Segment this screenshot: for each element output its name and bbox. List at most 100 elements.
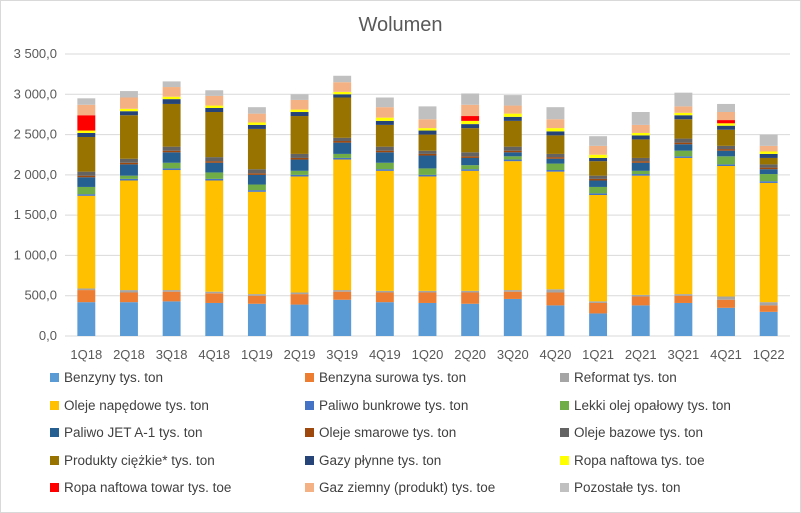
bar-segment: [333, 157, 352, 160]
bar-segment: [717, 129, 735, 146]
bar-segment: [162, 291, 181, 302]
bar-segment: [333, 142, 352, 154]
bar-segment: [290, 109, 309, 113]
legend-item: Benzyny tys. ton: [50, 370, 163, 385]
bar-segment: [77, 175, 96, 178]
bar-segment: [717, 296, 735, 300]
bar-segment: [503, 105, 522, 114]
bar-segment: [205, 112, 224, 158]
bar-segment: [631, 296, 650, 306]
legend-label: Gazy płynne tys. ton: [319, 452, 442, 468]
bar-segment: [546, 107, 565, 120]
bar-segment: [503, 150, 522, 153]
bar-segment: [503, 120, 522, 147]
bar-segment: [461, 165, 480, 170]
bar-segment: [759, 181, 778, 183]
bar-segment: [290, 116, 309, 154]
bar-segment: [503, 290, 522, 292]
bar-segment: [589, 186, 608, 194]
bar-segment: [461, 104, 480, 117]
bar-segment: [205, 90, 224, 96]
legend-item: Oleje smarowe tys. ton: [305, 425, 456, 440]
bar-segment: [162, 290, 181, 292]
legend-swatch: [305, 483, 314, 492]
bar-segment: [375, 302, 394, 336]
bar-segment: [120, 178, 138, 181]
bar-segment: [247, 184, 266, 191]
bar-segment: [162, 87, 181, 97]
bar-segment: [120, 108, 138, 112]
bar-segment: [717, 103, 735, 113]
bar-segment: [674, 294, 693, 296]
bar-segment: [77, 186, 96, 195]
bar-segment: [375, 162, 394, 170]
bar-segment: [674, 302, 693, 336]
bar-segment: [120, 290, 138, 293]
x-tick-label: 3Q19: [326, 347, 358, 362]
bar-segment: [418, 290, 437, 293]
bar-segment: [674, 157, 693, 295]
legend-label: Ropa naftowa tys. toe: [574, 452, 705, 468]
bar-segment: [120, 180, 138, 291]
bar-segment: [375, 97, 394, 108]
legend-label: Oleje bazowe tys. ton: [574, 425, 704, 440]
bar-segment: [418, 292, 437, 303]
legend-label: Gaz ziemny (produkt) tys. toe: [319, 480, 496, 495]
bar-segment: [631, 135, 650, 140]
bar-segment: [589, 154, 608, 158]
bar-segment: [717, 125, 735, 130]
bar-segment: [162, 146, 181, 151]
bar-segment: [503, 298, 522, 336]
bar-segment: [674, 142, 693, 145]
bar-segment: [77, 136, 96, 172]
bar-segment: [290, 159, 309, 171]
x-tick-label: 2Q21: [625, 347, 657, 362]
bar-segment: [503, 152, 522, 157]
bar-segment: [333, 137, 352, 142]
legend-label: Reformat tys. ton: [574, 370, 677, 385]
bar-segment: [247, 128, 266, 170]
bar-segment: [546, 292, 565, 306]
bar-segment: [120, 91, 138, 98]
bar-segment: [205, 162, 224, 173]
bar-segment: [717, 149, 735, 151]
bar-segment: [418, 150, 437, 154]
x-tick-label: 3Q21: [667, 347, 699, 362]
bar-segment: [674, 115, 693, 120]
legend-item: Produkty ciężkie* tys. ton: [50, 453, 215, 468]
legend-label: Pozostałe tys. ton: [574, 480, 681, 495]
bar-segment: [461, 169, 480, 171]
bar-segment: [120, 111, 138, 116]
x-tick-label: 2Q18: [113, 347, 145, 362]
bar-segment: [77, 177, 96, 187]
bar-segment: [205, 105, 224, 108]
bar-segment: [759, 305, 778, 312]
bar-segment: [375, 170, 394, 291]
bar-segment: [546, 171, 565, 290]
bar-segment: [503, 116, 522, 121]
bar-segment: [546, 157, 565, 159]
bar-segment: [333, 153, 352, 158]
bar-segment: [418, 168, 437, 175]
bar-segment: [759, 169, 778, 175]
bar-segment: [674, 156, 693, 158]
bar-segment: [333, 91, 352, 95]
bar-segment: [162, 99, 181, 104]
bar-segment: [162, 103, 181, 147]
x-tick-label: 1Q19: [241, 347, 273, 362]
bar-segment: [120, 158, 138, 163]
x-tick-label: 1Q21: [582, 347, 614, 362]
bar-segment: [461, 124, 480, 129]
bar-segment: [546, 163, 565, 171]
bar-segment: [333, 82, 352, 92]
bar-segment: [205, 157, 224, 162]
legend-item: Gazy płynne tys. ton: [305, 453, 441, 468]
bar-segment: [461, 157, 480, 166]
y-tick-label: 500,0: [24, 288, 57, 303]
bar-segment: [674, 295, 693, 303]
legend-swatch: [305, 373, 314, 382]
bars: [77, 75, 778, 336]
x-tick-label: 2Q19: [284, 347, 316, 362]
bar-segment: [418, 119, 437, 129]
x-tick-label: 1Q22: [753, 347, 785, 362]
